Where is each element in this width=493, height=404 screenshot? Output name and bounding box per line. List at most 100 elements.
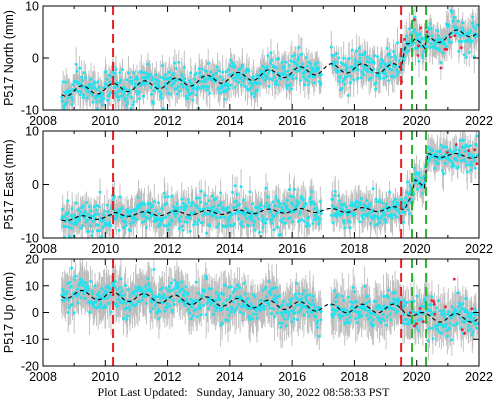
observation-point: [231, 307, 235, 311]
observation-point: [337, 79, 341, 83]
observation-point: [189, 211, 193, 215]
observation-point: [184, 205, 188, 209]
observation-point: [448, 321, 452, 325]
observation-point: [150, 300, 154, 304]
observation-point: [251, 83, 255, 87]
observation-point: [397, 70, 400, 74]
observation-point: [394, 197, 397, 201]
observation-point: [73, 213, 77, 217]
observation-point: [286, 311, 290, 314]
observation-point: [361, 71, 365, 74]
observation-point: [269, 293, 273, 296]
observation-point: [66, 211, 70, 215]
observation-point: [157, 317, 161, 320]
observation-point: [429, 303, 433, 307]
observation-point: [351, 305, 355, 308]
x-tick-label: 2020: [403, 114, 431, 128]
observation-point: [140, 76, 144, 80]
observation-point: [181, 287, 185, 291]
observation-point: [173, 61, 177, 65]
observation-point: [119, 78, 123, 82]
observation-point: [60, 95, 64, 99]
observation-point: [128, 294, 132, 298]
observation-point: [271, 307, 275, 311]
observation-point: [451, 20, 455, 24]
observation-point: [355, 321, 359, 325]
observation-point: [99, 99, 103, 103]
observation-point: [331, 197, 335, 201]
observation-point: [97, 212, 101, 216]
observation-point: [262, 218, 265, 221]
observation-point: [101, 92, 104, 96]
observation-point: [371, 187, 375, 191]
observation-point: [329, 213, 333, 217]
observation-point: [357, 46, 361, 50]
observation-point: [391, 291, 394, 295]
observation-point: [131, 292, 135, 295]
observation-point: [280, 303, 284, 307]
observation-point: [264, 286, 268, 289]
observation-point: [446, 38, 450, 42]
observation-point: [275, 211, 279, 215]
observation-point: [297, 303, 301, 307]
observation-point: [295, 303, 299, 307]
observation-point: [121, 215, 124, 219]
observation-point: [383, 319, 387, 323]
observation-point: [335, 215, 339, 219]
observation-point: [413, 15, 417, 19]
observation-point: [142, 83, 146, 87]
observation-point: [311, 66, 315, 70]
observation-point: [248, 81, 252, 85]
observation-point: [441, 172, 445, 175]
observation-point: [346, 94, 350, 97]
observation-point: [214, 216, 218, 220]
observation-point: [334, 60, 338, 64]
observation-point: [195, 204, 199, 208]
observation-point: [364, 306, 368, 310]
observation-point: [348, 226, 352, 230]
observation-point: [218, 91, 222, 95]
observation-point: [178, 290, 182, 293]
observation-point: [85, 201, 89, 205]
observation-point: [368, 60, 372, 64]
observation-point: [465, 163, 469, 167]
observation-point: [77, 81, 81, 84]
observation-point: [332, 289, 336, 293]
observation-point: [173, 287, 177, 290]
observation-point: [285, 86, 289, 90]
observation-point: [302, 313, 306, 317]
observation-point: [310, 190, 314, 194]
observation-point: [464, 160, 468, 164]
observation-point: [384, 72, 388, 76]
observation-point: [226, 206, 230, 209]
observation-point: [426, 307, 430, 311]
observation-point: [168, 92, 172, 96]
observation-point: [345, 312, 349, 316]
observation-point: [450, 305, 454, 309]
observation-point: [439, 309, 443, 313]
observation-point: [156, 218, 160, 222]
observation-point: [232, 300, 236, 304]
observation-point: [86, 284, 90, 288]
observation-point: [113, 85, 116, 89]
observation-point: [307, 314, 311, 318]
observation-point: [279, 233, 283, 236]
observation-point: [149, 289, 153, 293]
observation-point: [279, 311, 283, 315]
observation-point: [317, 66, 321, 70]
observation-point: [171, 298, 175, 302]
observation-point: [177, 60, 181, 64]
observation-point: [245, 216, 248, 220]
observation-point: [197, 67, 201, 71]
observation-point: [456, 19, 460, 23]
observation-point: [208, 91, 212, 95]
observation-point: [471, 24, 475, 28]
observation-point: [282, 317, 286, 321]
observation-point: [184, 285, 188, 289]
observation-point: [145, 216, 149, 220]
observation-point: [259, 309, 262, 313]
observation-point: [452, 164, 456, 168]
observation-point: [294, 61, 298, 65]
observation-point: [244, 84, 248, 88]
observation-point: [175, 202, 179, 206]
